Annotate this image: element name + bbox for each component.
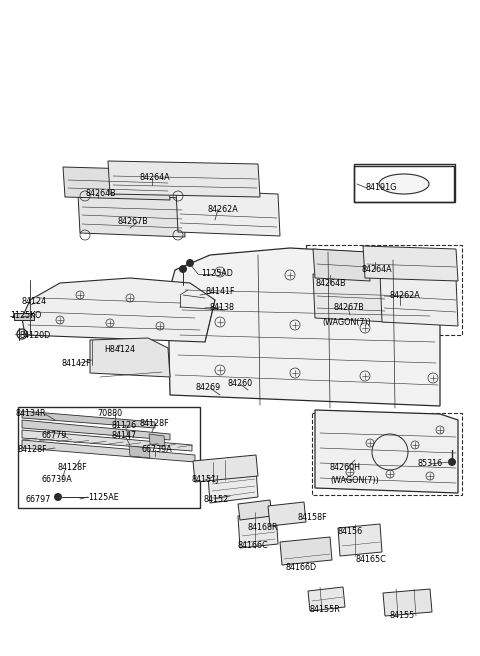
- Text: 1125AD: 1125AD: [201, 270, 233, 279]
- Text: 84141F: 84141F: [206, 287, 236, 297]
- Text: 84166D: 84166D: [285, 562, 316, 571]
- Text: 84156: 84156: [337, 527, 362, 535]
- Text: 70880: 70880: [97, 409, 122, 419]
- Text: 84142F: 84142F: [62, 358, 92, 367]
- Text: 84128F: 84128F: [57, 464, 86, 472]
- Text: 84260: 84260: [227, 380, 252, 388]
- Text: 84267B: 84267B: [118, 218, 149, 226]
- Polygon shape: [108, 161, 260, 197]
- Polygon shape: [22, 420, 170, 440]
- Text: 85316: 85316: [418, 459, 443, 468]
- Text: 84267B: 84267B: [334, 302, 365, 312]
- Polygon shape: [22, 440, 195, 462]
- Text: 84120D: 84120D: [20, 331, 51, 340]
- Text: 81126: 81126: [112, 420, 137, 430]
- Polygon shape: [22, 411, 155, 428]
- Text: 84138: 84138: [210, 302, 235, 312]
- Polygon shape: [313, 249, 370, 281]
- Text: 66779: 66779: [42, 430, 67, 440]
- Polygon shape: [129, 446, 150, 458]
- Text: 84260H: 84260H: [330, 462, 361, 472]
- Ellipse shape: [379, 174, 429, 194]
- Polygon shape: [238, 500, 272, 520]
- Text: 84128F: 84128F: [18, 445, 48, 455]
- Text: H84124: H84124: [104, 344, 135, 354]
- Text: 84269: 84269: [196, 384, 221, 392]
- Bar: [306, 245, 462, 335]
- Circle shape: [54, 493, 62, 501]
- Bar: [312, 413, 462, 495]
- Polygon shape: [268, 502, 306, 526]
- Text: 66739A: 66739A: [142, 445, 173, 455]
- Polygon shape: [338, 524, 382, 556]
- Polygon shape: [22, 278, 215, 342]
- Polygon shape: [313, 274, 388, 322]
- Text: 84166C: 84166C: [237, 541, 268, 550]
- Circle shape: [448, 458, 456, 466]
- Text: 1125KO: 1125KO: [10, 312, 41, 321]
- Text: 84158F: 84158F: [298, 514, 328, 522]
- Text: (WAGON(7)): (WAGON(7)): [322, 319, 371, 327]
- Text: 84191G: 84191G: [365, 184, 396, 192]
- Text: 84124: 84124: [22, 298, 47, 306]
- Text: 1125AE: 1125AE: [88, 493, 119, 501]
- Text: 84147: 84147: [112, 432, 137, 440]
- Text: 84264B: 84264B: [315, 279, 346, 289]
- Text: 84264B: 84264B: [86, 188, 117, 197]
- Polygon shape: [168, 248, 440, 406]
- Text: 84151J: 84151J: [192, 476, 219, 485]
- Polygon shape: [208, 470, 258, 503]
- Text: 84262A: 84262A: [208, 205, 239, 213]
- Bar: [354, 164, 455, 202]
- Text: 84152: 84152: [204, 495, 229, 504]
- Text: (WAGON(7)): (WAGON(7)): [330, 476, 379, 485]
- Polygon shape: [176, 190, 280, 236]
- Polygon shape: [308, 587, 345, 611]
- Text: 84165C: 84165C: [355, 554, 386, 564]
- Polygon shape: [90, 338, 170, 377]
- Text: 84155: 84155: [390, 611, 415, 621]
- Polygon shape: [315, 410, 458, 493]
- Text: 84134R: 84134R: [15, 409, 46, 419]
- Text: 84168R: 84168R: [247, 522, 277, 531]
- Circle shape: [186, 259, 194, 267]
- Polygon shape: [280, 537, 332, 565]
- Polygon shape: [22, 430, 192, 451]
- Polygon shape: [78, 194, 185, 237]
- Polygon shape: [193, 455, 258, 482]
- Polygon shape: [383, 589, 432, 616]
- Polygon shape: [238, 512, 278, 548]
- Bar: [354, 166, 454, 202]
- Text: 84128F: 84128F: [140, 419, 169, 428]
- Polygon shape: [363, 246, 458, 281]
- Text: 84262A: 84262A: [390, 291, 421, 300]
- Polygon shape: [380, 274, 458, 326]
- Polygon shape: [149, 434, 165, 446]
- Text: 66739A: 66739A: [42, 476, 73, 485]
- Circle shape: [179, 265, 187, 273]
- Bar: [18, 407, 200, 508]
- Text: 84264A: 84264A: [140, 173, 170, 182]
- Text: 84264A: 84264A: [362, 266, 393, 274]
- Text: 84155R: 84155R: [310, 605, 341, 615]
- Text: 66797: 66797: [25, 495, 50, 504]
- Bar: [14, 313, 34, 320]
- Polygon shape: [63, 167, 170, 200]
